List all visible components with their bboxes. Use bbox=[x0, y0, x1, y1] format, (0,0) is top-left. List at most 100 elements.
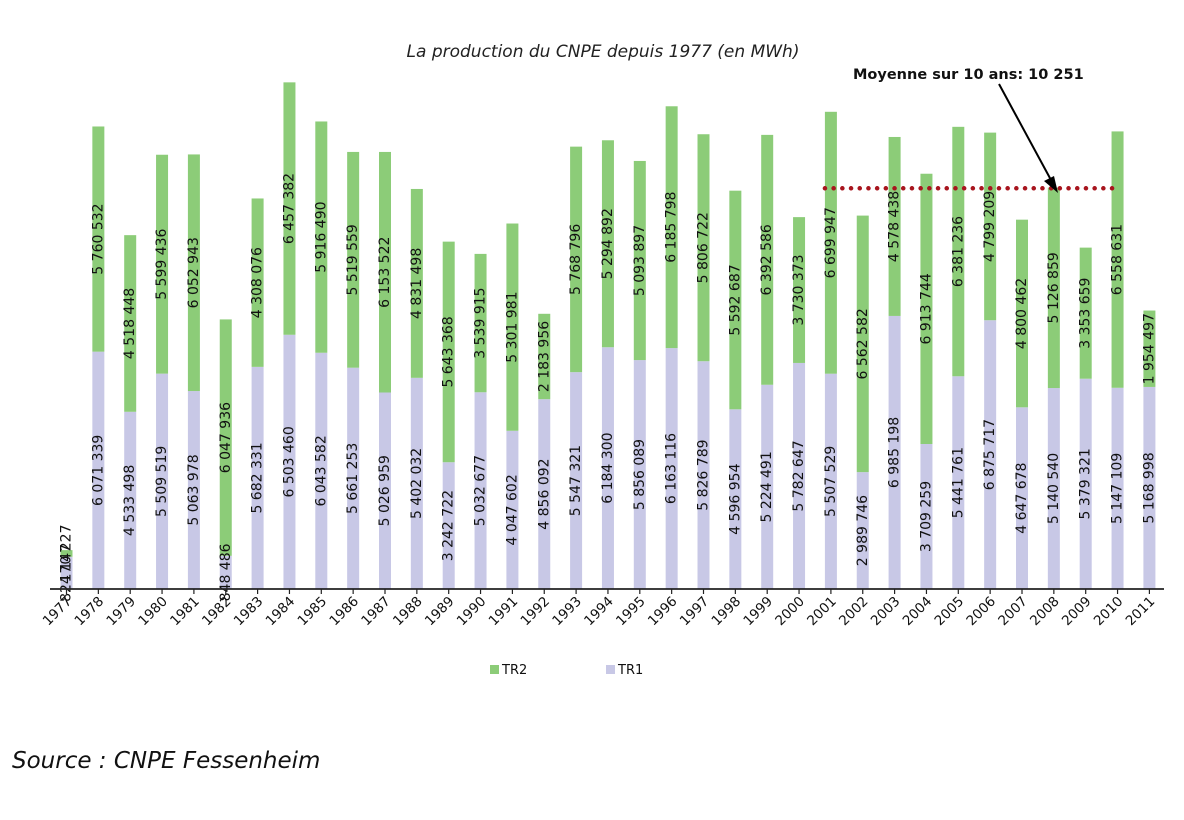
bar-tr1-2006 bbox=[984, 320, 997, 589]
bar-tr1-2000 bbox=[793, 362, 806, 589]
label-tr1-1978: 6 071 339 bbox=[90, 435, 106, 506]
bar-tr2-1998 bbox=[729, 190, 742, 410]
bar-tr2-2006 bbox=[984, 132, 997, 321]
bar-tr2-1987 bbox=[379, 151, 391, 393]
tick-label-2002: 2002 bbox=[836, 594, 872, 630]
label-tr2-2008: 5 126 859 bbox=[1046, 252, 1062, 323]
label-tr2-1999: 6 392 586 bbox=[759, 224, 775, 295]
label-tr1-1986: 5 661 253 bbox=[345, 443, 361, 514]
bar-tr2-1988 bbox=[410, 188, 423, 378]
tick-label-1990: 1990 bbox=[454, 594, 490, 630]
label-tr1-1988: 5 402 032 bbox=[409, 448, 425, 519]
bar-tr2-1978 bbox=[92, 126, 105, 352]
bar-tr1-2004 bbox=[920, 444, 933, 589]
average-arrow-head bbox=[1044, 176, 1058, 193]
bar-tr1-1990 bbox=[474, 392, 487, 589]
label-tr2-1987: 6 153 522 bbox=[377, 237, 393, 308]
label-tr2-1985: 5 916 490 bbox=[313, 201, 329, 272]
label-tr1-2002: 2 989 746 bbox=[855, 495, 871, 566]
label-tr2-2011: 1 954 497 bbox=[1141, 313, 1157, 384]
tick-label-1999: 1999 bbox=[740, 594, 776, 630]
bar-tr1-1991 bbox=[506, 430, 519, 589]
bar-tr1-1983 bbox=[251, 366, 264, 589]
bar-tr2-2001 bbox=[824, 111, 837, 374]
label-tr1-1984: 6 503 460 bbox=[281, 426, 297, 497]
bar-tr1-1978 bbox=[92, 351, 105, 589]
label-tr1-1989: 3 242 722 bbox=[441, 490, 457, 561]
label-tr1-2004: 3 709 259 bbox=[918, 481, 934, 552]
label-tr2-1991: 5 301 981 bbox=[504, 292, 520, 363]
bar-tr1-2001 bbox=[824, 373, 837, 589]
bar-tr2-2007 bbox=[1016, 219, 1028, 408]
bar-tr1-1980 bbox=[156, 373, 169, 589]
bar-tr1-1979 bbox=[124, 411, 137, 589]
label-tr2-1979: 4 518 448 bbox=[122, 288, 138, 359]
tick-label-2008: 2008 bbox=[1027, 594, 1063, 630]
bar-tr2-2010 bbox=[1111, 131, 1124, 388]
bar-tr2-1995 bbox=[633, 160, 646, 361]
label-tr1-1990: 5 032 677 bbox=[473, 455, 489, 526]
bar-tr2-1981 bbox=[187, 154, 200, 392]
tick-label-1978: 1978 bbox=[72, 594, 108, 630]
legend-swatch-tr2 bbox=[490, 665, 499, 674]
tick-label-1993: 1993 bbox=[549, 594, 585, 630]
bar-tr1-2011 bbox=[1143, 386, 1156, 589]
average-annotation: Moyenne sur 10 ans: 10 251 bbox=[853, 67, 1084, 83]
label-tr1-2000: 5 782 647 bbox=[791, 440, 807, 511]
tick-label-1989: 1989 bbox=[422, 594, 458, 630]
legend-label-tr2: TR2 bbox=[501, 663, 527, 678]
label-tr1-1982: 848 486 bbox=[218, 543, 234, 601]
label-tr1-1983: 5 682 331 bbox=[250, 442, 266, 513]
bar-tr2-1980 bbox=[156, 154, 169, 374]
label-tr1-1994: 6 184 300 bbox=[600, 432, 616, 503]
label-tr2-2003: 4 578 438 bbox=[887, 191, 903, 262]
bar-tr1-1997 bbox=[697, 361, 710, 589]
label-tr2-2000: 3 730 373 bbox=[791, 254, 807, 325]
tick-label-1984: 1984 bbox=[263, 594, 299, 630]
tick-label-1994: 1994 bbox=[581, 594, 617, 630]
label-tr1-2009: 5 379 321 bbox=[1078, 448, 1094, 519]
bar-tr1-1998 bbox=[729, 409, 742, 589]
bar-tr1-2005 bbox=[952, 376, 965, 589]
bar-tr1-2008 bbox=[1047, 388, 1060, 589]
tick-label-2003: 2003 bbox=[868, 594, 904, 630]
tick-label-2000: 2000 bbox=[772, 594, 808, 630]
label-tr2-1997: 5 806 722 bbox=[696, 212, 712, 283]
bar-tr1-1977 bbox=[60, 556, 73, 589]
label-tr2-2009: 3 353 659 bbox=[1078, 278, 1094, 349]
bar-tr2-1996 bbox=[665, 106, 678, 349]
bar-tr1-2010 bbox=[1111, 387, 1124, 589]
bar-tr2-1984 bbox=[283, 82, 296, 335]
bar-tr1-2009 bbox=[1079, 378, 1092, 589]
tick-label-2011: 2011 bbox=[1123, 594, 1159, 630]
tick-label-2005: 2005 bbox=[932, 594, 968, 630]
bar-tr1-1993 bbox=[570, 372, 583, 589]
label-tr1-1979: 4 533 498 bbox=[122, 465, 138, 536]
label-tr1-2006: 6 875 717 bbox=[982, 419, 998, 490]
tick-label-1981: 1981 bbox=[167, 594, 203, 630]
tick-label-2004: 2004 bbox=[900, 594, 936, 630]
label-tr1-2011: 5 168 998 bbox=[1141, 452, 1157, 523]
label-tr2-1983: 4 308 076 bbox=[250, 247, 266, 318]
label-tr2-1994: 5 294 892 bbox=[600, 208, 616, 279]
tick-label-1998: 1998 bbox=[709, 594, 745, 630]
bar-tr1-1984 bbox=[283, 334, 296, 589]
legend-label-tr1: TR1 bbox=[617, 663, 643, 678]
label-tr2-2004: 6 913 744 bbox=[918, 273, 934, 344]
bar-tr1-1981 bbox=[187, 391, 200, 589]
bar-tr2-2000 bbox=[793, 217, 806, 363]
bar-tr2-2008 bbox=[1047, 187, 1060, 389]
bar-tr1-1995 bbox=[633, 360, 646, 589]
label-tr2-1977: 170 227 bbox=[59, 525, 75, 583]
bar-tr2-1983 bbox=[251, 198, 264, 367]
tick-label-1995: 1995 bbox=[613, 594, 649, 630]
tick-label-1987: 1987 bbox=[358, 594, 394, 630]
label-tr2-1986: 5 519 559 bbox=[345, 224, 361, 295]
bar-tr2-1989 bbox=[442, 241, 455, 463]
bar-tr2-1997 bbox=[697, 134, 710, 362]
label-tr1-2001: 5 507 529 bbox=[823, 446, 839, 517]
label-tr2-1978: 5 760 532 bbox=[90, 203, 106, 274]
label-tr1-1999: 5 224 491 bbox=[759, 451, 775, 522]
x-axis-ticks: 1977197819791980198119821983198419851986… bbox=[40, 589, 1159, 630]
